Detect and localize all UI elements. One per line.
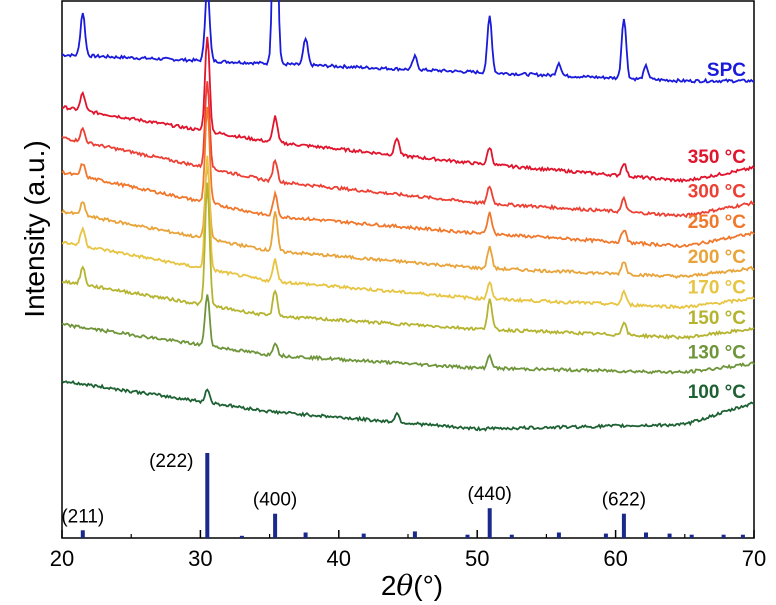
reference-stick-2 [239, 535, 244, 538]
reference-stick-6 [412, 531, 417, 538]
series-labels: SPC 350 °C 300 °C 250 °C 200 °C 170 °C 150 °C 1… [688, 60, 747, 403]
series-line-7 [61, 294, 755, 375]
x-axis-ticks: 20 30 40 50 60 70 [50, 530, 766, 571]
x-tick-label-3: 50 [465, 546, 489, 571]
series-label-0: SPC [707, 60, 746, 81]
x-tick-label-4: 60 [603, 546, 627, 571]
reference-stick-14 [667, 533, 672, 538]
reference-stick-9 [509, 534, 514, 538]
reference-stick-0 [80, 530, 85, 538]
y-axis-label: Intensity (a.u.) [19, 140, 50, 317]
reference-stick-7 [465, 534, 470, 538]
x-tick-label-2: 40 [327, 546, 351, 571]
series-label-6: 150 °C [688, 308, 747, 329]
series-line-2 [61, 81, 755, 219]
series-label-1: 350 °C [688, 147, 747, 168]
reference-stick-8 [487, 508, 492, 538]
series-label-7: 130 °C [688, 343, 747, 364]
series-line-6 [62, 182, 755, 341]
series-label-2: 300 °C [688, 182, 747, 203]
reference-stick-5 [361, 533, 366, 538]
reference-stick-3 [273, 513, 278, 538]
reference-stick-15 [689, 534, 694, 538]
x-tick-label-1: 30 [188, 546, 212, 571]
series-line-5 [61, 155, 755, 310]
reference-stick-1 [205, 453, 210, 538]
x-axis-label: 2θ(°) [381, 569, 443, 602]
series-label-4: 200 °C [688, 247, 747, 268]
series-label-5: 170 °C [688, 277, 747, 298]
reference-label-4: (622) [602, 490, 646, 511]
reference-pattern: (211) (222) (400) (440) (622) [61, 451, 745, 538]
reference-stick-17 [740, 534, 745, 538]
series-line-3 [61, 106, 755, 249]
reference-label-2: (400) [253, 490, 297, 511]
reference-stick-10 [556, 532, 561, 538]
series-line-8 [61, 380, 755, 432]
x-axis-label-suffix: (°) [413, 570, 443, 601]
reference-stick-11 [603, 533, 608, 538]
x-tick-label-0: 20 [50, 546, 74, 571]
reference-stick-4 [303, 532, 308, 538]
series-label-3: 250 °C [688, 212, 747, 233]
traces-group [61, 0, 755, 432]
x-axis-label-prefix: 2 [381, 570, 397, 601]
x-axis-label-symbol: θ [396, 569, 413, 602]
reference-stick-16 [721, 534, 726, 538]
reference-label-3: (440) [468, 484, 512, 505]
series-line-1 [62, 36, 755, 184]
reference-stick-13 [644, 532, 648, 538]
series-line-4 [61, 166, 755, 280]
reference-stick-12 [621, 513, 626, 538]
series-line-0 [61, 0, 755, 84]
x-tick-label-5: 70 [742, 546, 766, 571]
reference-label-0: (211) [61, 506, 104, 527]
reference-label-1: (222) [149, 451, 193, 472]
series-label-8: 100 °C [688, 382, 747, 403]
